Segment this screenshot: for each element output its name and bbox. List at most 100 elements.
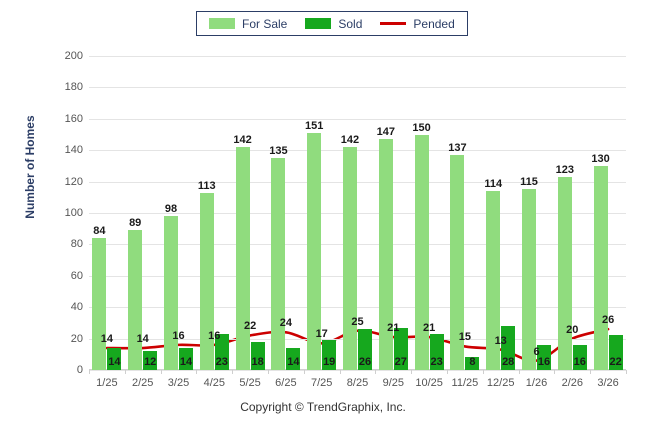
x-axis-tick-label: 6/25 [275, 377, 297, 389]
bar-sold[interactable]: 19 [322, 340, 337, 370]
x-axis-tick-label: 3/25 [167, 377, 190, 389]
x-axis-tick-label: 2/26 [561, 377, 584, 389]
legend-item-pended[interactable]: Pended [380, 16, 455, 31]
x-axis-tick-mark [447, 370, 448, 374]
bar-sold[interactable]: 14 [107, 348, 122, 370]
bar-value-label-for-sale: 123 [555, 163, 574, 176]
bar-sold[interactable]: 8 [465, 356, 480, 370]
bar-for-sale[interactable]: 84 [92, 225, 107, 370]
x-axis-tick-label: 3/26 [597, 377, 619, 389]
bar-value-label-sold: 22 [609, 356, 622, 368]
gridline [89, 275, 626, 277]
bar-sold[interactable]: 16 [536, 344, 551, 370]
y-axis-tick-label: 140 [64, 144, 83, 157]
bar-sold[interactable]: 14 [178, 348, 193, 370]
bar-group: 98 14 [161, 56, 197, 370]
x-axis-tick-mark [482, 370, 484, 374]
x-axis-tick-mark [232, 370, 234, 374]
bar-value-label-sold: 12 [144, 356, 157, 368]
y-axis-tick-label: 100 [64, 207, 83, 219]
x-axis-tick-mark [626, 370, 627, 374]
x-axis-tick-mark [303, 370, 305, 374]
bar-value-label-for-sale: 135 [269, 145, 288, 158]
bar-value-label-for-sale: 151 [305, 119, 324, 132]
bar-for-sale[interactable]: 130 [591, 153, 610, 370]
x-axis-tick-label: 10/25 [415, 377, 443, 389]
line-value-label-pended: 14 [100, 333, 114, 346]
x-axis-tick-label: 4/25 [203, 377, 226, 389]
bar-value-label-for-sale: 98 [164, 203, 178, 216]
bar-group: 142 18 [232, 56, 268, 370]
line-value-label-pended: 20 [566, 323, 579, 336]
bar-value-label-sold: 26 [358, 356, 372, 368]
bar-group: 89 12 [125, 56, 161, 370]
bar-for-sale[interactable]: 150 [412, 122, 431, 370]
bar-for-sale[interactable]: 142 [341, 134, 359, 370]
bar-for-sale[interactable]: 147 [377, 126, 395, 370]
chart-legend: For Sale Sold Pended [196, 11, 468, 36]
x-axis-tick-mark [268, 370, 269, 374]
bar-sold[interactable]: 12 [143, 351, 158, 370]
legend-item-label: Pended [413, 16, 455, 31]
legend-color-swatch [305, 18, 332, 29]
bar-sold[interactable]: 27 [393, 327, 408, 370]
bar-sold[interactable]: 22 [608, 335, 623, 370]
bar-group: 147 27 [375, 56, 411, 370]
legend-item-label: For Sale [242, 16, 288, 31]
y-axis-tick-label: 160 [64, 112, 83, 125]
bar-group: 151 19 [304, 56, 340, 370]
y-axis-tick-label: 20 [70, 332, 83, 345]
x-axis-tick-mark [124, 370, 126, 374]
bar-sold[interactable]: 16 [572, 344, 587, 370]
line-value-label-pended: 6 [533, 345, 540, 358]
bar-for-sale[interactable]: 123 [556, 164, 574, 370]
x-axis-tick-label: 8/25 [346, 377, 369, 389]
line-value-label-pended: 21 [422, 322, 436, 335]
bar-sold[interactable]: 26 [357, 329, 372, 370]
bar-sold[interactable]: 14 [286, 348, 301, 370]
bar-for-sale[interactable]: 98 [163, 203, 178, 370]
bar-for-sale[interactable]: 151 [305, 120, 323, 370]
bar-value-label-for-sale: 115 [520, 176, 538, 189]
bar-value-label-sold: 27 [394, 356, 407, 368]
gridline [89, 181, 626, 183]
bar-for-sale[interactable]: 115 [520, 176, 538, 370]
x-axis-tick-mark [89, 370, 90, 374]
bar-for-sale[interactable]: 142 [233, 134, 252, 370]
bar-group: 113 23 [196, 56, 232, 370]
bar-group: 135 14 [268, 56, 304, 370]
bar-value-label-sold: 28 [502, 356, 515, 368]
bar-for-sale[interactable]: 114 [484, 178, 502, 370]
bar-sold[interactable]: 23 [214, 333, 229, 370]
x-axis-tick-mark [554, 370, 556, 374]
y-axis-title: Number of Homes [23, 115, 37, 219]
line-value-label-pended: 17 [315, 328, 328, 341]
bar-group: 114 28 [483, 56, 519, 370]
bar-sold[interactable]: 18 [250, 341, 265, 370]
x-axis-tick-label: 11/25 [451, 377, 479, 389]
line-value-label-pended: 24 [279, 317, 293, 330]
bar-for-sale[interactable]: 113 [198, 180, 216, 370]
bar-group: 130 22 [590, 56, 626, 370]
gridline [89, 56, 626, 57]
bar-for-sale[interactable]: 135 [269, 145, 288, 370]
gridline [89, 87, 626, 89]
bar-for-sale[interactable]: 89 [128, 217, 143, 370]
legend-item-sold[interactable]: Sold [305, 17, 362, 31]
bar-for-sale[interactable]: 137 [448, 142, 467, 370]
bar-sold[interactable]: 28 [501, 326, 516, 370]
bar-value-label-sold: 23 [430, 356, 443, 368]
bar-value-label-sold: 23 [215, 356, 228, 368]
line-value-label-pended: 13 [494, 334, 507, 347]
y-axis-tick-label: 0 [76, 364, 83, 376]
gridline [89, 307, 626, 309]
bar-value-label-sold: 8 [469, 356, 476, 368]
line-value-label-pended: 26 [601, 314, 615, 327]
legend-item-for-sale[interactable]: For Sale [209, 17, 287, 31]
bar-group: 137 8 [447, 56, 483, 370]
line-value-label-pended: 15 [458, 331, 472, 344]
x-axis-tick-label: 5/25 [239, 377, 261, 389]
bar-value-label-for-sale: 84 [93, 225, 106, 238]
x-axis-tick-label: 9/25 [382, 377, 405, 389]
bar-sold[interactable]: 23 [429, 333, 444, 370]
